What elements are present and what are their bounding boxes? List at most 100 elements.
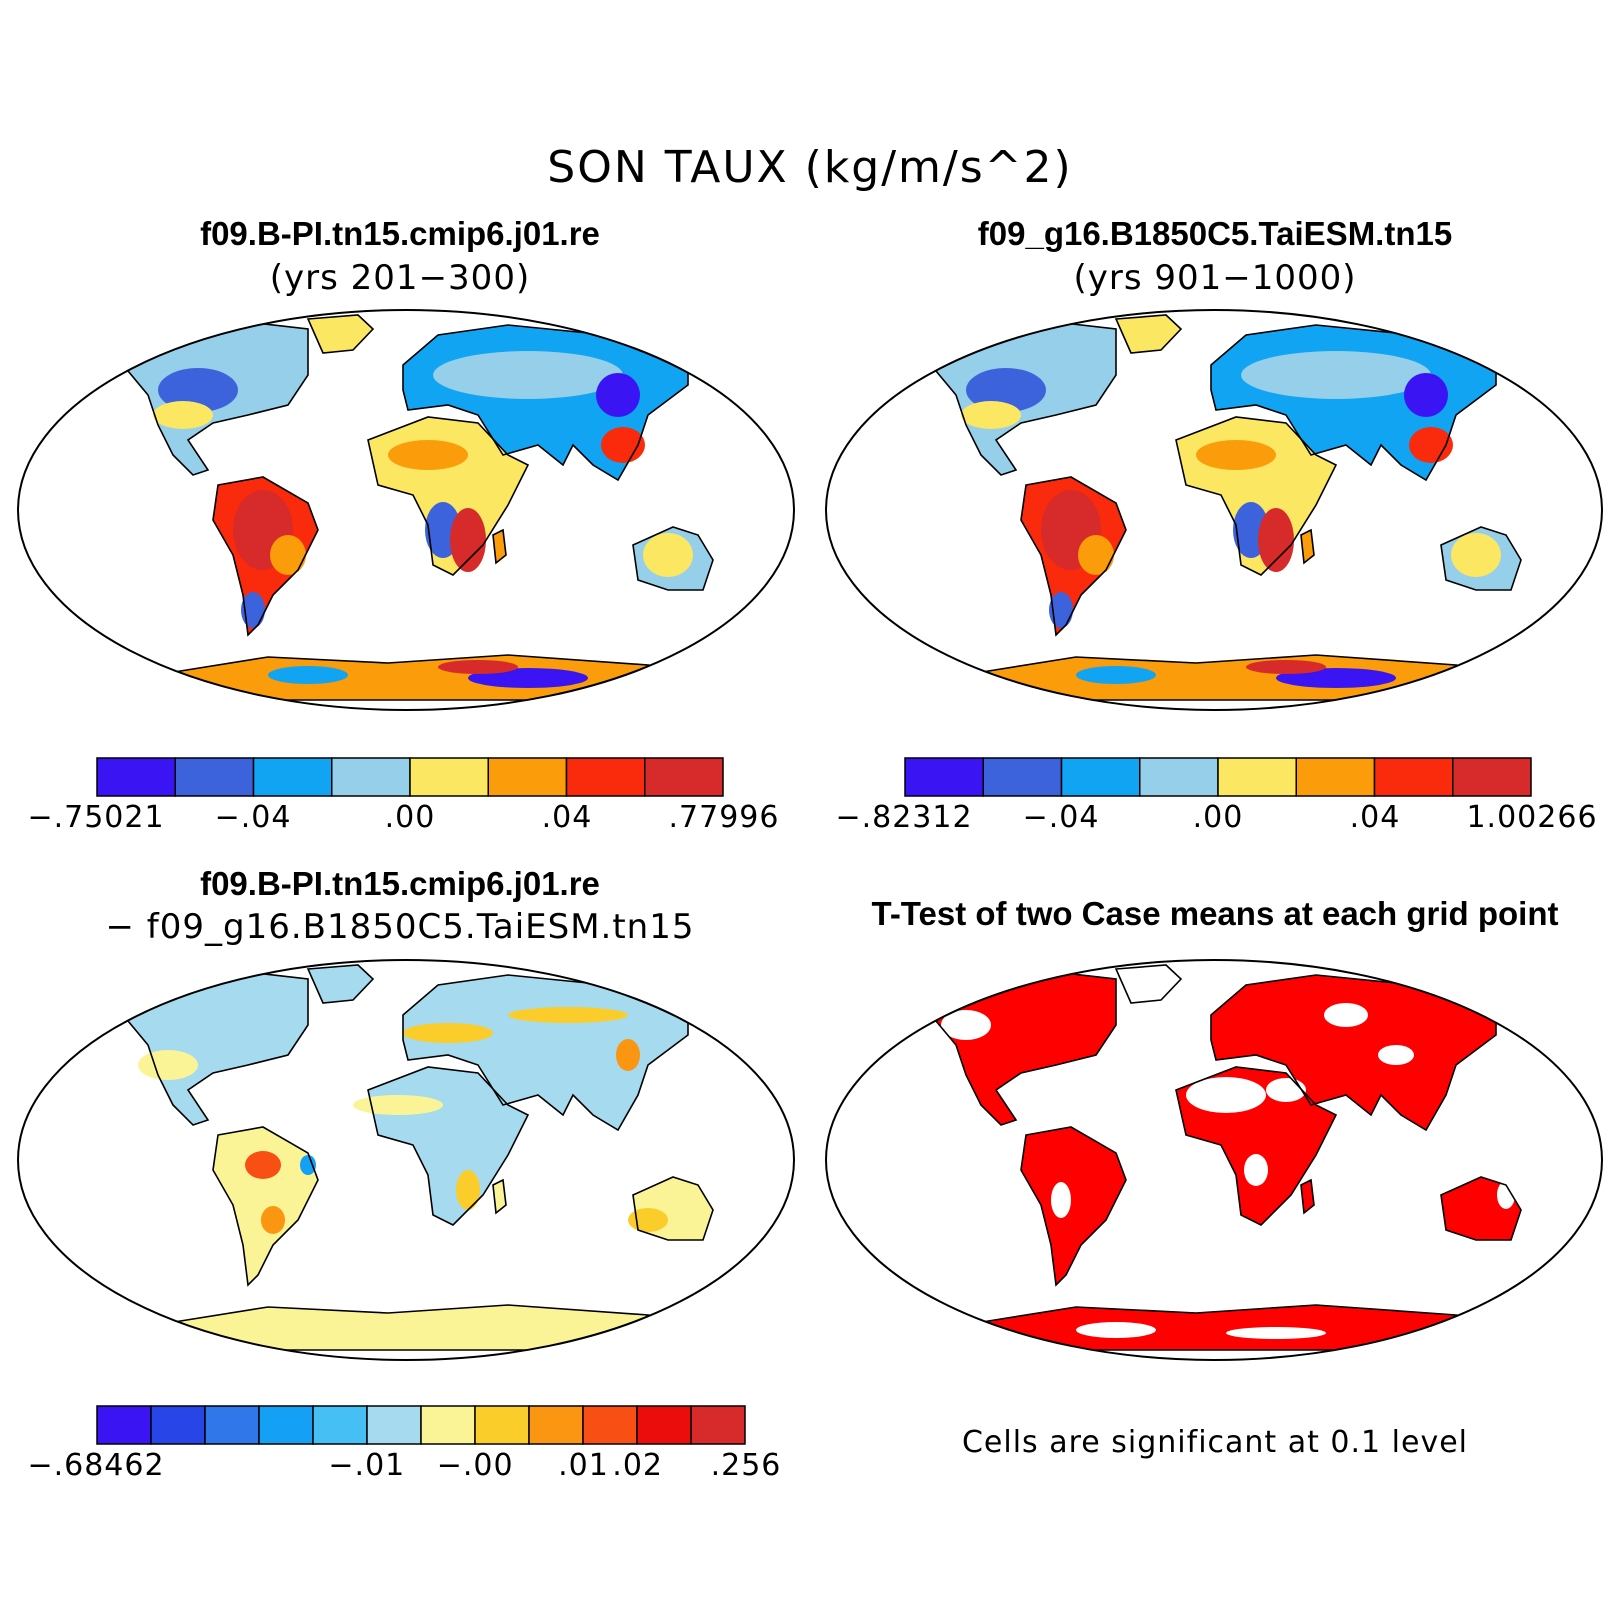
colorbar-swatch: [690, 1405, 746, 1445]
land-south-america: [1021, 1127, 1126, 1285]
colorbar-swatch: [1295, 757, 1376, 797]
field-patch: [966, 368, 1046, 412]
map-bottom-left: [17, 959, 795, 1361]
map-top-left: [17, 309, 795, 711]
coastline-south-america: [212, 1126, 319, 1287]
colorbar-swatch: [420, 1405, 476, 1445]
field-patch: [1076, 1322, 1156, 1338]
colorbar-swatch: [174, 757, 255, 797]
colorbar-top-left: [96, 757, 724, 797]
field-patch: [1244, 1154, 1268, 1186]
land-madagascar: [1301, 1180, 1314, 1213]
colorbar-swatch: [904, 757, 984, 797]
colorbar-tick-label: .00: [384, 800, 436, 835]
colorbar-tick-label: .04: [541, 800, 593, 835]
field-patch: [158, 368, 238, 412]
field-patch: [1409, 427, 1453, 463]
colorbar-swatch: [331, 757, 411, 797]
coastline-greenland: [1114, 314, 1183, 354]
colorbar-swatch: [528, 1405, 584, 1445]
map-frame: [825, 959, 1603, 1361]
field-patch: [1241, 351, 1431, 399]
colorbar-tick-label: .77996: [668, 800, 780, 835]
colorbar-swatch: [96, 757, 176, 797]
colorbar-swatch: [474, 1405, 530, 1445]
colorbar-swatch: [258, 1405, 314, 1445]
coastline-africa: [367, 416, 530, 576]
coastline-australia: [632, 526, 714, 591]
panel-subtitle-bottom-left: − f09_g16.B1850C5.TaiESM.tn15: [105, 907, 695, 947]
field-patch: [1497, 1181, 1515, 1209]
coastline-africa: [367, 1066, 530, 1226]
land-greenland: [1116, 315, 1181, 353]
land-antarctica: [168, 655, 648, 700]
field-patch: [1076, 666, 1156, 684]
colorbar-swatch: [252, 757, 333, 797]
field-patch: [1324, 1003, 1368, 1027]
coastline-africa: [1175, 1066, 1338, 1226]
land-madagascar: [493, 530, 506, 563]
field-patch: [268, 666, 348, 684]
field-patch: [643, 533, 693, 577]
field-patch: [153, 401, 213, 429]
land-antarctica: [168, 1305, 648, 1350]
colorbar-tick-label: −.04: [1022, 800, 1100, 835]
colorbar-swatch: [96, 1405, 152, 1445]
field-patch: [138, 1050, 198, 1080]
land-north-america: [911, 971, 1116, 1125]
coastline-greenland: [306, 314, 375, 354]
panel-subtitle-top-right: (yrs 901−1000): [1073, 258, 1357, 298]
colorbar-swatch: [982, 757, 1063, 797]
colorbar-swatch: [409, 757, 489, 797]
map-frame: [17, 959, 795, 1361]
coastline-greenland: [1114, 964, 1183, 1004]
field-patch: [270, 535, 306, 575]
field-patch: [403, 1023, 493, 1043]
field-patch: [438, 660, 518, 674]
colorbar-swatch: [1217, 757, 1297, 797]
colorbar-labels-top-right: −.82312 −.04 .00 .04 1.00266: [835, 800, 1596, 840]
field-patch: [1226, 1327, 1326, 1339]
colorbar-swatch: [565, 757, 646, 797]
land-antarctica: [976, 655, 1456, 700]
colorbar-top-right: [904, 757, 1532, 797]
field-patch: [1404, 373, 1448, 417]
panel-title-bottom-right: T-Test of two Case means at each grid po…: [871, 895, 1559, 932]
coastline-south-america: [1020, 1126, 1127, 1287]
field-patch: [433, 351, 623, 399]
panel-title-top-left: f09.B-PI.tn15.cmip6.j01.re: [200, 215, 600, 252]
colorbar-swatch: [1373, 757, 1454, 797]
field-patch: [245, 1151, 281, 1179]
field-patch: [616, 1039, 640, 1071]
colorbar-swatch: [150, 1405, 206, 1445]
field-patch: [508, 1007, 628, 1023]
land-greenland: [308, 315, 373, 353]
colorbar-tick-label: .256: [710, 1448, 782, 1483]
coastline-south-america: [212, 476, 319, 637]
colorbar-labels-bottom-left: −.68462 −.01 −.00 .01 .02 .256: [27, 1448, 780, 1488]
panel-title-bottom-left: f09.B-PI.tn15.cmip6.j01.re: [200, 865, 600, 902]
field-patch: [1258, 508, 1294, 572]
colorbar-tick-label: .00: [1192, 800, 1244, 835]
colorbar-swatch: [1139, 757, 1219, 797]
coastline-north-america: [909, 970, 1117, 1126]
map-top-right: [825, 309, 1603, 711]
land-madagascar: [1301, 530, 1314, 563]
field-patch: [961, 401, 1021, 429]
panel-title-top-right: f09_g16.B1850C5.TaiESM.tn15: [977, 215, 1453, 252]
field-patch: [1196, 440, 1276, 470]
field-patch: [450, 508, 486, 572]
land-madagascar: [493, 1180, 506, 1213]
colorbar-swatch: [636, 1405, 692, 1445]
coastline-north-america: [101, 320, 309, 476]
colorbar-tick-label: −.04: [214, 800, 292, 835]
field-patch: [628, 1208, 668, 1232]
coastline-madagascar: [492, 528, 507, 565]
significance-note: Cells are significant at 0.1 level: [961, 1425, 1468, 1460]
colorbar-swatch: [644, 757, 724, 797]
panel-subtitle-top-left: (yrs 201−300): [269, 258, 531, 298]
map-frame: [17, 309, 795, 711]
map-frame: [825, 309, 1603, 711]
colorbar-tick-label: 1.00266: [1466, 800, 1598, 835]
coastline-madagascar: [1300, 528, 1315, 565]
